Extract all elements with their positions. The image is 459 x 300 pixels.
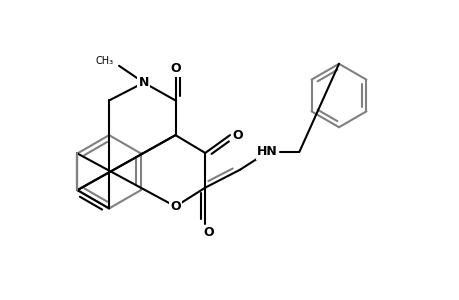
Text: HN: HN <box>257 146 277 158</box>
Text: N: N <box>138 76 149 89</box>
Text: O: O <box>232 129 243 142</box>
Text: O: O <box>170 200 180 213</box>
Text: CH₃: CH₃ <box>96 56 114 66</box>
Text: O: O <box>202 226 213 239</box>
Text: O: O <box>170 62 180 75</box>
